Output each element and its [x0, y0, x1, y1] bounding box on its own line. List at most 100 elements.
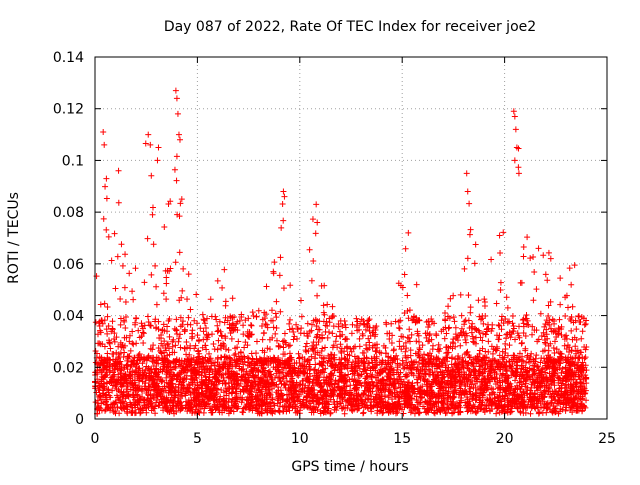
- data-point: [545, 313, 551, 319]
- data-point: [453, 331, 459, 337]
- data-point: [186, 271, 192, 277]
- data-point: [150, 212, 156, 218]
- data-point: [446, 325, 452, 331]
- data-point: [287, 350, 293, 356]
- data-point: [280, 218, 286, 224]
- data-point: [472, 260, 478, 266]
- data-point: [261, 330, 267, 336]
- data-points: [92, 88, 590, 417]
- data-point: [555, 325, 561, 331]
- data-point: [459, 313, 465, 319]
- data-point: [396, 325, 402, 331]
- data-point: [414, 282, 420, 288]
- data-point: [229, 336, 235, 342]
- data-point: [523, 312, 529, 318]
- data-point: [151, 241, 157, 247]
- data-point: [196, 338, 202, 344]
- data-point: [416, 339, 422, 345]
- data-point: [112, 231, 118, 237]
- data-point: [397, 317, 403, 323]
- data-point: [269, 307, 275, 313]
- data-point: [272, 331, 278, 337]
- data-point: [502, 346, 508, 352]
- data-point: [468, 227, 474, 233]
- data-point: [562, 313, 568, 319]
- data-point: [465, 255, 471, 261]
- data-point: [106, 386, 112, 392]
- data-point: [273, 299, 279, 305]
- data-point: [489, 322, 495, 328]
- data-point: [179, 288, 185, 294]
- data-point: [195, 332, 201, 338]
- data-point: [280, 201, 286, 207]
- data-point: [95, 340, 101, 346]
- data-point: [533, 286, 539, 292]
- data-point: [188, 322, 194, 328]
- data-point: [345, 372, 351, 378]
- data-point: [498, 280, 504, 286]
- data-point: [116, 200, 122, 206]
- data-point: [287, 317, 293, 323]
- data-point: [445, 303, 451, 309]
- data-point: [310, 216, 316, 222]
- data-point: [303, 344, 309, 350]
- data-point: [400, 410, 406, 416]
- data-point: [524, 234, 530, 240]
- data-point: [140, 340, 146, 346]
- data-point: [115, 254, 121, 260]
- data-point: [452, 318, 458, 324]
- data-point: [109, 351, 115, 357]
- data-point: [311, 339, 317, 345]
- data-point: [313, 230, 319, 236]
- data-point: [112, 285, 118, 291]
- data-point: [500, 229, 506, 235]
- data-point: [450, 293, 456, 299]
- data-point: [401, 366, 407, 372]
- data-point: [180, 266, 186, 272]
- data-point: [467, 310, 473, 316]
- data-point: [420, 342, 426, 348]
- data-point: [294, 326, 300, 332]
- data-point: [568, 282, 574, 288]
- data-point: [215, 347, 221, 353]
- data-point: [406, 326, 412, 332]
- data-point: [94, 273, 100, 279]
- data-point: [457, 343, 463, 349]
- data-point: [184, 296, 190, 302]
- data-point: [130, 297, 136, 303]
- data-point: [365, 317, 371, 323]
- chart-title: Day 087 of 2022, Rate Of TEC Index for r…: [164, 19, 536, 35]
- data-point: [118, 241, 124, 247]
- data-point: [296, 351, 302, 357]
- data-point: [436, 342, 442, 348]
- data-point: [200, 312, 206, 318]
- data-point: [505, 305, 511, 311]
- data-point: [430, 343, 436, 349]
- data-point: [353, 316, 359, 322]
- data-point: [494, 301, 500, 307]
- data-point: [161, 290, 167, 296]
- data-point: [106, 234, 112, 240]
- data-point: [179, 196, 185, 202]
- data-point: [154, 302, 160, 308]
- data-point: [104, 196, 110, 202]
- data-point: [281, 285, 287, 291]
- data-point: [458, 292, 464, 298]
- data-point: [174, 153, 180, 159]
- data-point: [298, 330, 304, 336]
- data-point: [583, 321, 589, 327]
- data-point: [122, 251, 128, 257]
- data-point: [360, 350, 366, 356]
- data-point: [578, 336, 584, 342]
- data-point: [187, 307, 193, 313]
- data-point: [186, 315, 192, 321]
- data-point: [304, 341, 310, 347]
- data-point: [321, 302, 327, 308]
- data-point: [310, 258, 316, 264]
- data-point: [357, 343, 363, 349]
- data-point: [163, 296, 169, 302]
- data-point: [153, 284, 159, 290]
- data-point: [274, 338, 280, 344]
- data-point: [488, 257, 494, 263]
- data-point: [465, 292, 471, 298]
